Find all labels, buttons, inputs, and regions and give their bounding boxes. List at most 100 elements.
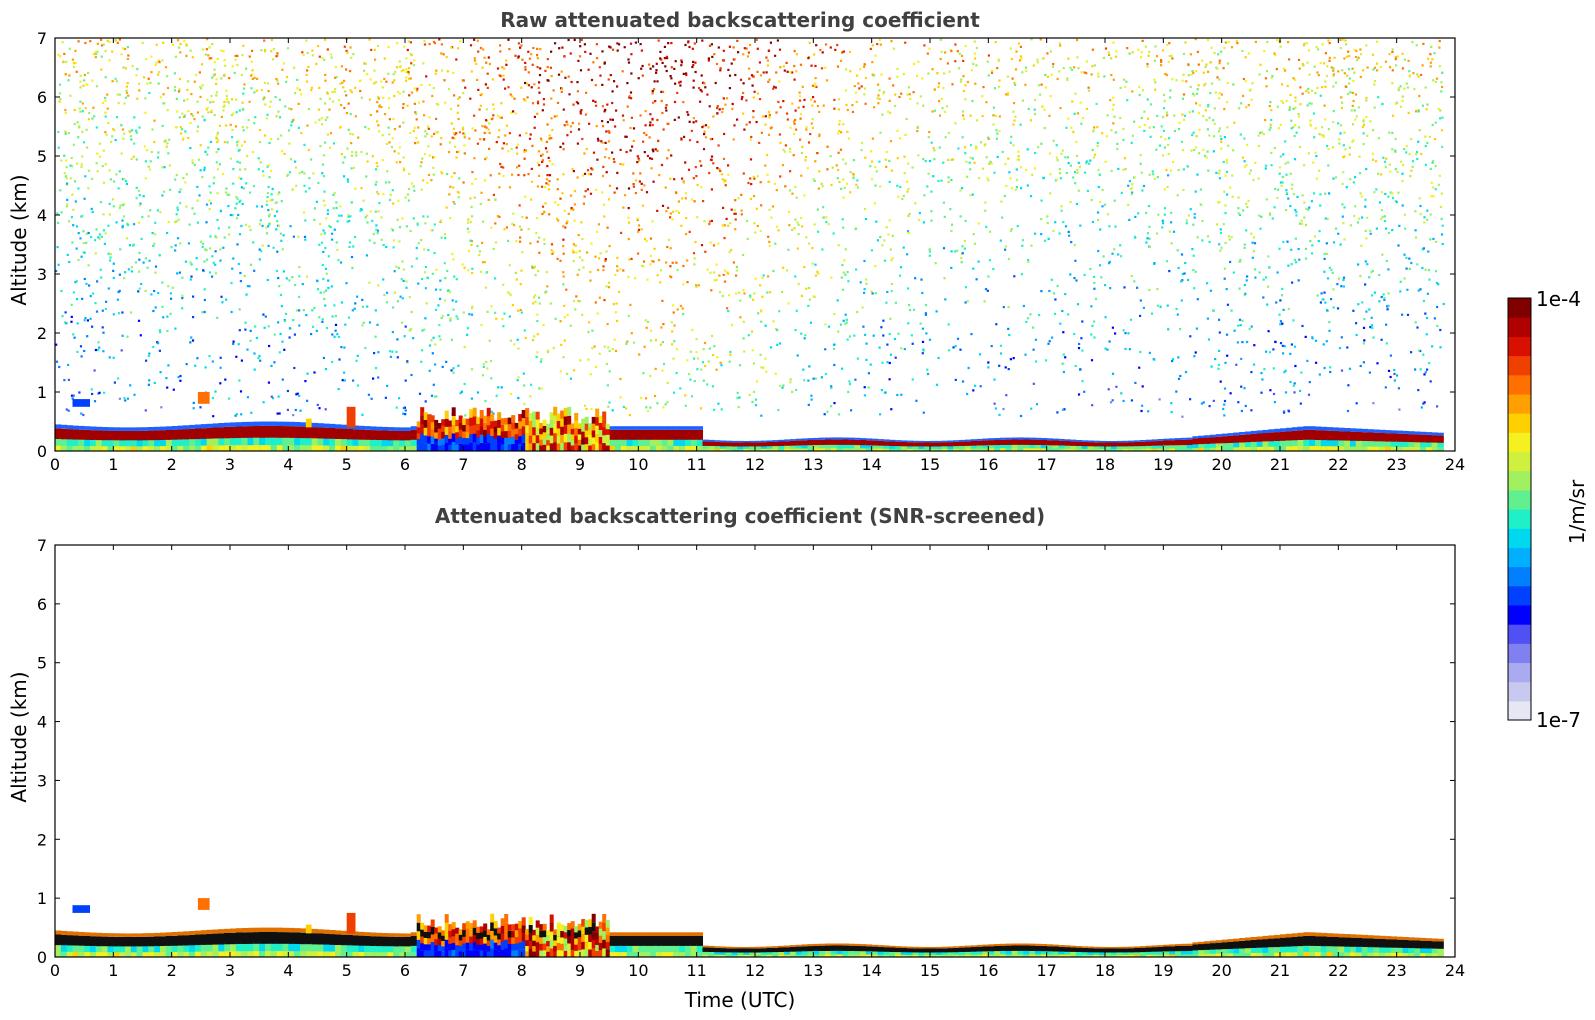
noise-point bbox=[161, 281, 164, 284]
noise-point bbox=[57, 221, 60, 224]
noise-point bbox=[791, 192, 794, 195]
noise-point bbox=[1021, 239, 1025, 242]
noise-point bbox=[817, 187, 820, 190]
noise-point bbox=[522, 98, 526, 101]
noise-point bbox=[665, 261, 668, 264]
noise-point bbox=[530, 198, 533, 201]
noise-point bbox=[1284, 140, 1287, 143]
noise-point bbox=[673, 67, 676, 70]
noise-point bbox=[376, 44, 380, 47]
noise-point bbox=[565, 288, 568, 291]
noise-point bbox=[532, 46, 535, 50]
noise-point bbox=[587, 330, 590, 334]
noise-point bbox=[646, 278, 649, 281]
noise-point bbox=[799, 117, 802, 120]
noise-point bbox=[1146, 62, 1149, 66]
noise-point bbox=[98, 237, 101, 241]
noise-point bbox=[856, 186, 860, 189]
noise-point bbox=[562, 173, 565, 176]
noise-point bbox=[430, 394, 434, 397]
noise-point bbox=[276, 79, 279, 82]
noise-point bbox=[808, 286, 811, 290]
noise-point bbox=[439, 143, 442, 146]
noise-point bbox=[1097, 168, 1100, 172]
noise-point bbox=[956, 249, 959, 252]
noise-point bbox=[640, 67, 643, 70]
noise-point bbox=[490, 226, 493, 229]
noise-point bbox=[71, 193, 74, 196]
noise-point bbox=[91, 392, 94, 396]
noise-point bbox=[206, 153, 209, 156]
noise-point bbox=[1273, 401, 1276, 404]
noise-point bbox=[443, 79, 446, 82]
noise-point bbox=[752, 75, 755, 78]
noise-point bbox=[1254, 276, 1257, 279]
noise-point bbox=[63, 321, 67, 324]
noise-point bbox=[1112, 78, 1115, 81]
noise-point bbox=[954, 345, 957, 348]
noise-point bbox=[696, 216, 699, 219]
noise-point bbox=[1111, 252, 1114, 255]
noise-point bbox=[432, 156, 435, 159]
noise-point bbox=[1207, 103, 1210, 106]
noise-point bbox=[417, 282, 420, 285]
noise-point bbox=[757, 312, 760, 315]
noise-point bbox=[616, 49, 619, 52]
noise-point bbox=[1352, 99, 1355, 103]
noise-point bbox=[682, 283, 685, 286]
noise-point bbox=[1326, 144, 1329, 148]
noise-point bbox=[759, 229, 762, 232]
noise-point bbox=[267, 82, 270, 85]
noise-point bbox=[814, 274, 817, 277]
noise-point bbox=[374, 309, 377, 312]
noise-point bbox=[680, 138, 683, 141]
noise-point bbox=[275, 55, 278, 58]
noise-point bbox=[845, 103, 848, 107]
noise-point bbox=[1166, 114, 1169, 117]
noise-point bbox=[559, 320, 562, 323]
noise-point bbox=[1270, 118, 1273, 121]
noise-point bbox=[541, 205, 545, 208]
noise-point bbox=[1054, 298, 1057, 301]
noise-point bbox=[185, 363, 188, 366]
noise-point bbox=[1192, 131, 1195, 134]
noise-point bbox=[1434, 81, 1437, 84]
noise-point bbox=[1237, 401, 1240, 404]
noise-point bbox=[330, 56, 333, 59]
noise-point bbox=[1105, 135, 1108, 138]
noise-point bbox=[166, 142, 169, 145]
noise-point bbox=[475, 62, 478, 65]
noise-point bbox=[215, 236, 218, 239]
noise-point bbox=[908, 303, 911, 307]
noise-point bbox=[381, 134, 384, 137]
noise-point bbox=[728, 87, 731, 90]
noise-point bbox=[266, 192, 269, 195]
noise-point bbox=[536, 313, 539, 316]
noise-point bbox=[1078, 165, 1081, 168]
noise-point bbox=[602, 203, 606, 206]
noise-point bbox=[1124, 347, 1127, 350]
noise-point bbox=[1158, 398, 1161, 401]
noise-point bbox=[859, 68, 862, 71]
noise-point bbox=[1362, 361, 1365, 364]
noise-point bbox=[444, 236, 447, 240]
noise-point bbox=[258, 258, 261, 261]
noise-point bbox=[1059, 177, 1062, 180]
noise-point bbox=[728, 45, 731, 48]
noise-point bbox=[196, 357, 199, 360]
noise-point bbox=[1148, 237, 1151, 240]
noise-point bbox=[1016, 225, 1019, 228]
noise-point bbox=[348, 245, 351, 248]
noise-point bbox=[824, 66, 827, 69]
noise-point bbox=[1139, 56, 1143, 59]
noise-point bbox=[1070, 241, 1073, 244]
noise-point bbox=[1204, 82, 1207, 85]
noise-point bbox=[1439, 109, 1442, 112]
noise-point bbox=[854, 91, 858, 94]
noise-point bbox=[483, 138, 486, 141]
noise-point bbox=[1012, 357, 1015, 360]
noise-point bbox=[105, 133, 108, 136]
noise-point bbox=[148, 91, 151, 95]
noise-point bbox=[718, 274, 721, 277]
noise-point bbox=[812, 178, 815, 181]
